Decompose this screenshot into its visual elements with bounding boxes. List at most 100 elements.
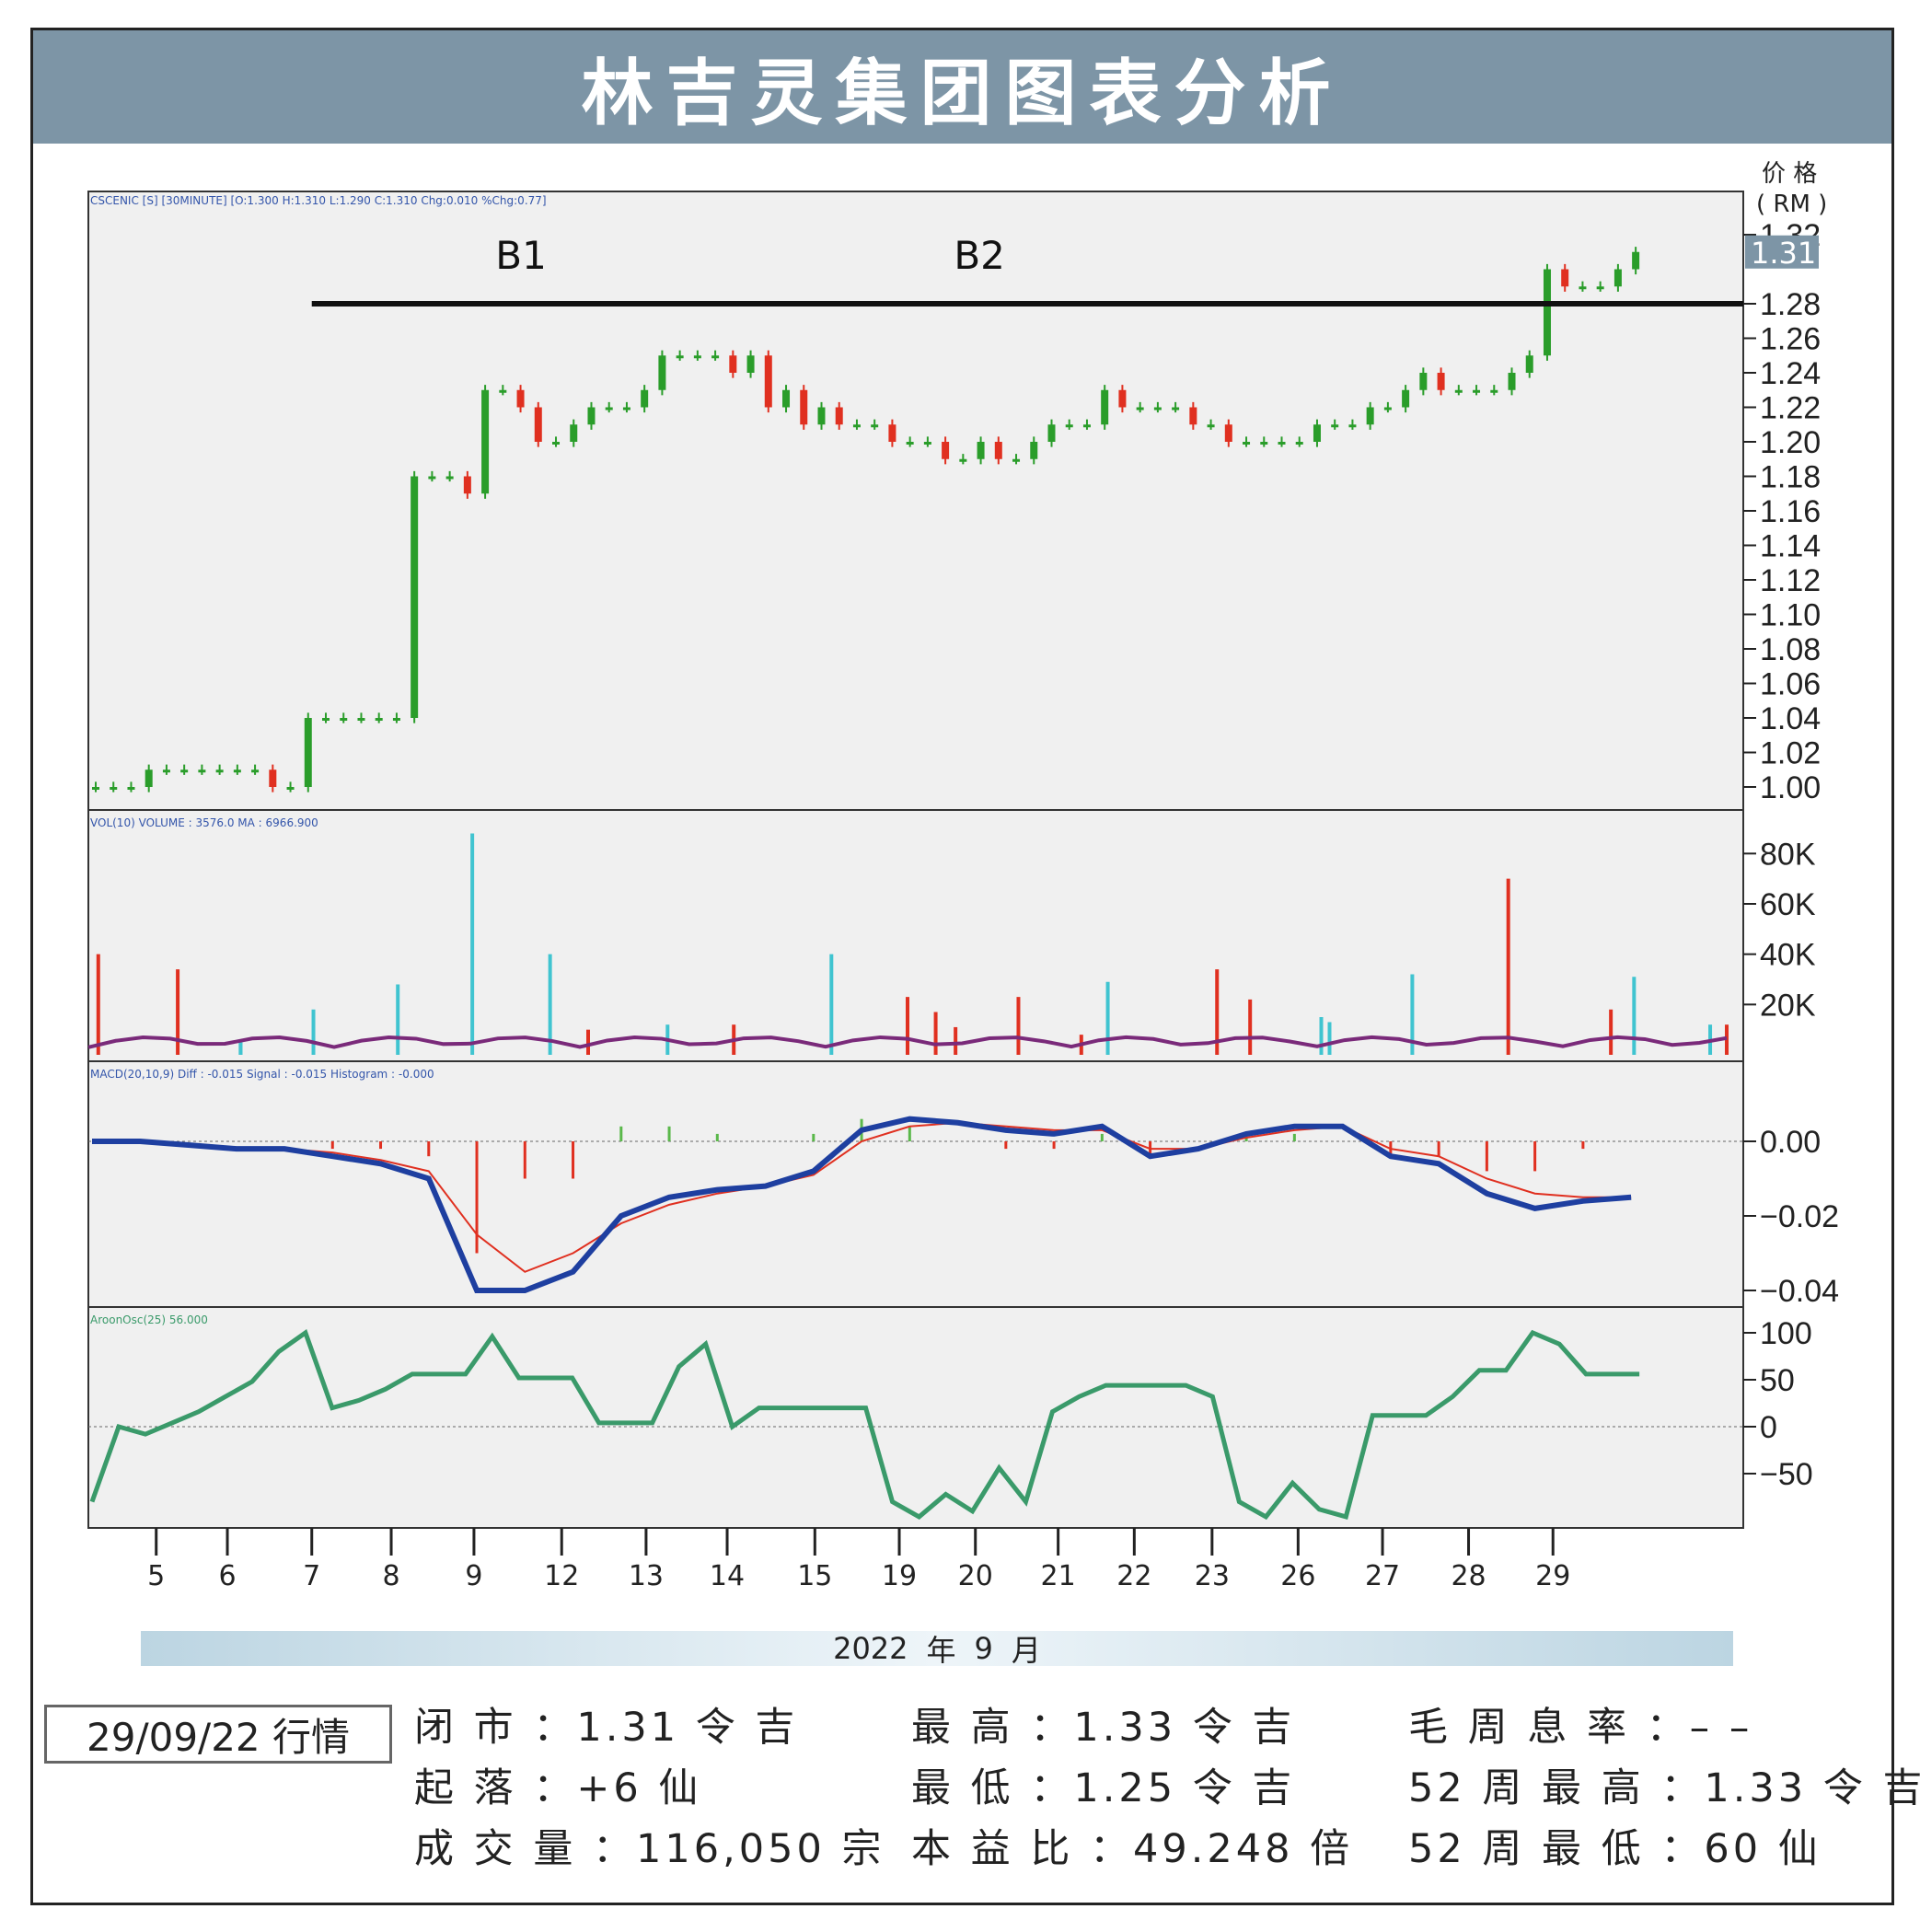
- candle-body: [1243, 442, 1251, 445]
- x-axis-label: 26: [1280, 1560, 1315, 1592]
- candle-body: [711, 355, 720, 359]
- candle-body: [1437, 373, 1445, 390]
- panel-price: [87, 191, 1744, 811]
- candle-body: [340, 718, 348, 721]
- price-unit-label-2: ( RM ): [1756, 191, 1827, 218]
- candle-body: [392, 718, 400, 721]
- date-month: 9: [974, 1631, 993, 1666]
- candle-body: [1172, 407, 1180, 411]
- candle-body: [871, 424, 879, 428]
- current-price-label: 1.31: [1751, 236, 1816, 271]
- candle-body: [676, 355, 684, 359]
- volume-axis-label: 40K: [1760, 938, 1816, 973]
- price-unit-label-1: 价 格: [1762, 160, 1817, 188]
- candle-body: [516, 389, 525, 408]
- date-year: 2022: [833, 1631, 908, 1666]
- b1-label: B1: [495, 233, 547, 278]
- candle-body: [1260, 442, 1268, 445]
- candle-body: [977, 442, 985, 459]
- price-axis-label: 1.10: [1760, 598, 1821, 633]
- candle-body: [1047, 424, 1056, 442]
- aroon-line: [89, 1329, 1640, 1521]
- candle-body: [357, 718, 365, 721]
- stat-52w-low: 52 周 最 低 ：60 仙: [1408, 1826, 1822, 1872]
- date-month-unit: 月: [1011, 1633, 1041, 1668]
- aroon-axis-label: −50: [1760, 1457, 1813, 1492]
- price-axis-label: 1.14: [1760, 529, 1821, 564]
- candle-body: [835, 407, 843, 425]
- panel-aroon: [87, 1306, 1744, 1529]
- candle-body: [658, 355, 666, 390]
- candle-body: [92, 787, 99, 790]
- macd-axis-label: −0.04: [1760, 1274, 1839, 1309]
- x-axis-label: 7: [303, 1560, 320, 1592]
- price-axis-label: 1.22: [1760, 391, 1821, 426]
- candle-body: [1030, 442, 1038, 459]
- candle-body: [746, 355, 755, 373]
- candle-body: [729, 355, 737, 373]
- x-axis-label: 9: [465, 1560, 482, 1592]
- x-axis-label: 20: [958, 1560, 993, 1592]
- x-axis-label: 29: [1535, 1560, 1570, 1592]
- candle-body: [782, 389, 791, 408]
- candle-body: [906, 442, 914, 445]
- date-year-unit: 年: [926, 1633, 956, 1668]
- x-axis-label: 5: [147, 1560, 165, 1592]
- candle-body: [1596, 286, 1604, 290]
- volume-axis-label: 20K: [1760, 988, 1816, 1023]
- x-axis-label: 19: [882, 1560, 917, 1592]
- price-axis-label: 1.02: [1760, 736, 1821, 771]
- stats-date-label: 29/09/22 行情: [87, 1714, 350, 1760]
- candle-body: [375, 718, 383, 721]
- stat-volume: 成 交 量 ：116,050 宗: [414, 1826, 885, 1872]
- candle-body: [852, 424, 861, 428]
- candle-body: [198, 769, 206, 773]
- candle-body: [499, 389, 507, 393]
- b2-label: B2: [954, 233, 1005, 278]
- price-axis-label: 1.20: [1760, 425, 1821, 460]
- macd-panel-label: MACD(20,10,9) Diff : -0.015 Signal : -0.…: [90, 1068, 434, 1081]
- price-axis-label: 1.04: [1760, 701, 1821, 736]
- stat-change: 起 落 ：+6 仙: [414, 1765, 702, 1811]
- stat-low: 最 低 ：1.25 令 吉: [911, 1765, 1296, 1811]
- candle-body: [552, 442, 561, 445]
- candle-body: [1561, 269, 1569, 287]
- candle-body: [1579, 286, 1587, 290]
- candle-body: [1508, 373, 1516, 390]
- price-axis-label: 1.00: [1760, 770, 1821, 805]
- price-panel-label: CSCENIC [S] [30MINUTE] [O:1.300 H:1.310 …: [90, 194, 547, 207]
- price-axis-label: 1.12: [1760, 563, 1821, 598]
- candle-body: [322, 718, 330, 721]
- price-axis-label: 1.24: [1760, 356, 1821, 391]
- aroon-axis-label: 50: [1760, 1363, 1795, 1398]
- candle-body: [1543, 269, 1551, 356]
- candle-body: [817, 407, 826, 425]
- candle-body: [1331, 424, 1339, 428]
- date-caption: 2022 年 9 月: [141, 1631, 1733, 1668]
- stat-pe: 本 益 比 ：49.248 倍: [911, 1826, 1354, 1872]
- candle-body: [587, 407, 596, 425]
- volume-ma-line: [87, 1035, 1728, 1049]
- current-price-badge: [1745, 235, 1819, 269]
- candle-body: [764, 355, 772, 408]
- x-axis-label: 12: [544, 1560, 579, 1592]
- candle-body: [534, 407, 542, 442]
- candle-body: [923, 442, 931, 445]
- candle-body: [110, 787, 118, 790]
- candle-body: [1295, 442, 1303, 445]
- candle-body: [693, 355, 701, 359]
- candle-body: [1402, 389, 1410, 408]
- candle-body: [1278, 442, 1286, 445]
- price-axis-label: 1.28: [1760, 287, 1821, 322]
- candle-body: [215, 769, 224, 773]
- volume-panel-label: VOL(10) VOLUME : 3576.0 MA : 6966.900: [90, 816, 318, 829]
- candle-body: [1118, 389, 1127, 408]
- price-axis-label: 1.08: [1760, 632, 1821, 667]
- candle-body: [445, 476, 454, 480]
- candle-body: [994, 442, 1002, 459]
- candle-body: [251, 769, 260, 773]
- panel-macd: [87, 1060, 1744, 1308]
- candle-body: [1419, 373, 1428, 390]
- candle-body: [1153, 407, 1162, 411]
- candle-body: [1012, 458, 1021, 462]
